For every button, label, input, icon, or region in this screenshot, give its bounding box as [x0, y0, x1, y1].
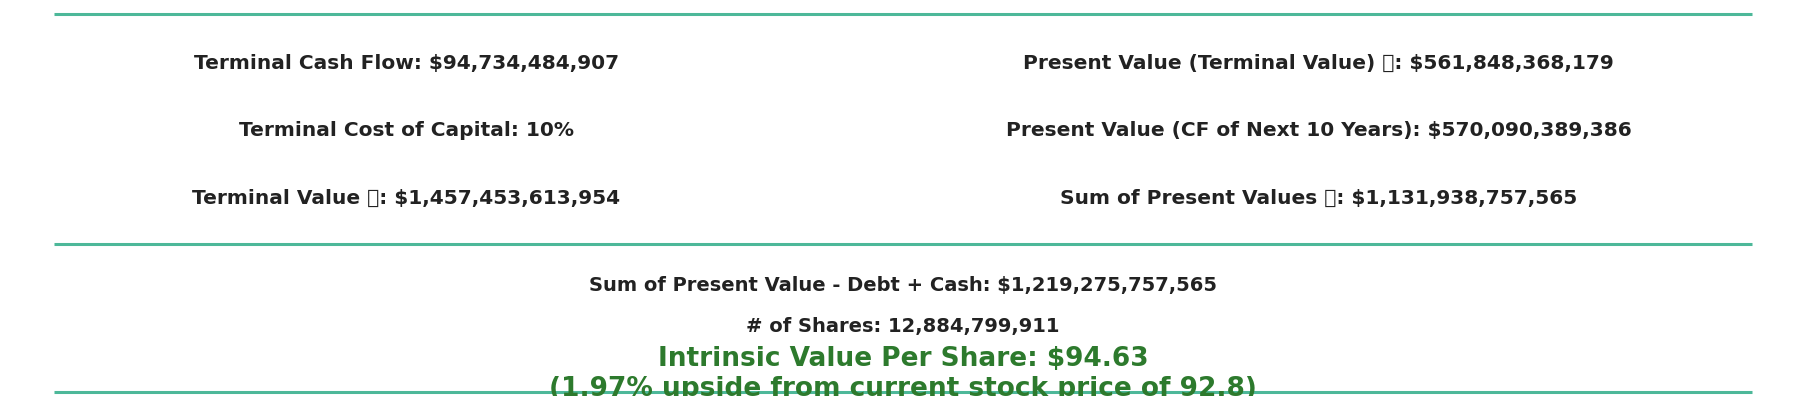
Text: # of Shares: 12,884,799,911: # of Shares: 12,884,799,911: [745, 317, 1060, 336]
Text: Terminal Cash Flow: $94,734,484,907: Terminal Cash Flow: $94,734,484,907: [193, 54, 619, 73]
Text: (1.97% upside from current stock price of 92.8): (1.97% upside from current stock price o…: [549, 376, 1256, 396]
Text: Intrinsic Value Per Share: $94.63: Intrinsic Value Per Share: $94.63: [657, 346, 1148, 372]
Text: Terminal Cost of Capital: 10%: Terminal Cost of Capital: 10%: [238, 121, 574, 140]
Text: Present Value (Terminal Value) ⓘ: $561,848,368,179: Present Value (Terminal Value) ⓘ: $561,8…: [1022, 54, 1614, 73]
Text: Sum of Present Value - Debt + Cash: $1,219,275,757,565: Sum of Present Value - Debt + Cash: $1,2…: [588, 276, 1217, 295]
Text: Terminal Value ⓘ: $1,457,453,613,954: Terminal Value ⓘ: $1,457,453,613,954: [191, 188, 621, 208]
Text: Sum of Present Values ⓘ: $1,131,938,757,565: Sum of Present Values ⓘ: $1,131,938,757,…: [1060, 188, 1576, 208]
Text: Present Value (CF of Next 10 Years): $570,090,389,386: Present Value (CF of Next 10 Years): $57…: [1005, 121, 1630, 140]
